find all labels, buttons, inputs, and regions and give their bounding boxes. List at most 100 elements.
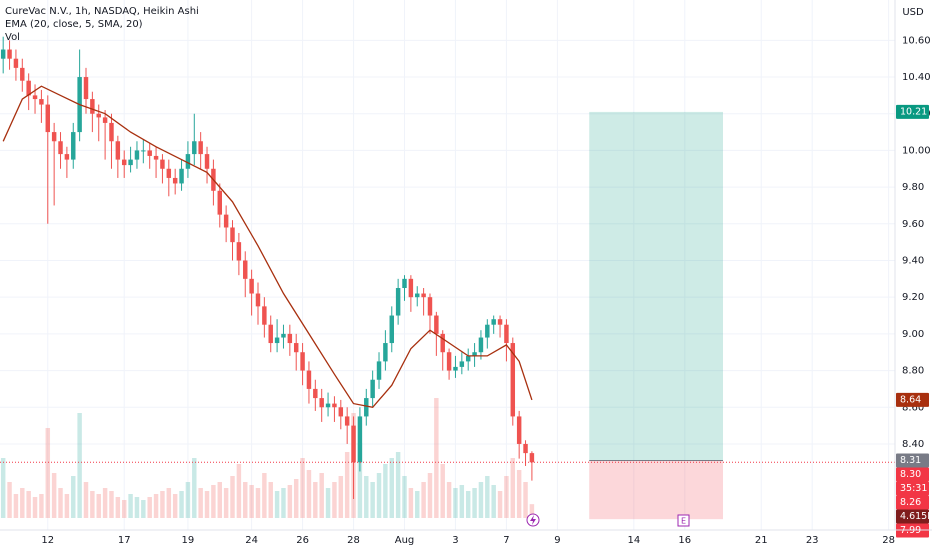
volume-bar [115, 497, 121, 518]
candle-body [13, 58, 19, 68]
candle-body [287, 333, 293, 344]
candle-body [357, 416, 363, 463]
volume-bar [529, 504, 535, 518]
candle-body [332, 403, 337, 408]
candle-body [408, 278, 414, 298]
candle-body [0, 49, 6, 59]
candle-body [364, 398, 369, 417]
price-label-box [896, 495, 929, 510]
price-label: 8.31 [900, 455, 921, 466]
candle-body [58, 141, 63, 155]
candle-body [96, 113, 101, 118]
x-tick-label: 17 [118, 535, 131, 546]
volume-bar [204, 491, 210, 518]
price-label-box [896, 481, 929, 496]
x-tick-label: 3 [452, 535, 458, 546]
volume-bar [90, 491, 95, 518]
volume-bar [293, 479, 299, 518]
x-tick-label: 7 [503, 535, 509, 546]
price-label: 10.21 [900, 106, 927, 117]
candle-body [153, 155, 159, 160]
price-label-box [896, 509, 929, 524]
candle-body [141, 150, 146, 152]
candle-body [325, 403, 331, 408]
candle-body [274, 337, 280, 344]
candle-body [71, 132, 76, 160]
volume-bar [421, 482, 426, 518]
candle-body [223, 214, 229, 228]
candle-body [262, 306, 267, 325]
candle-body [128, 159, 133, 166]
y-tick-label: 8.60 [902, 402, 924, 413]
volume-bar [281, 488, 286, 518]
candle-body [478, 337, 484, 353]
candle-body [204, 154, 210, 169]
volume-bar [402, 476, 407, 518]
candle-body [472, 352, 477, 356]
candle-body [516, 416, 522, 444]
volume-bar [160, 491, 165, 518]
volume-bar [255, 488, 261, 518]
candle-body [395, 288, 401, 316]
volume-bar [395, 452, 401, 518]
y-tick-label: 10.40 [902, 72, 931, 83]
volume-bar [179, 491, 184, 518]
volume-bar [7, 482, 12, 518]
volume-bar [217, 482, 222, 518]
candle-body [268, 324, 273, 344]
x-tick-label: 19 [182, 535, 195, 546]
target-zone [589, 111, 724, 461]
candle-body [427, 297, 433, 316]
x-tick-label: 28 [347, 535, 360, 546]
volume-bar [96, 494, 101, 518]
price-label: 8.26 [900, 497, 921, 508]
volume-bar [485, 476, 490, 518]
volume-bar [344, 452, 350, 518]
candle-body [109, 122, 114, 142]
currency[interactable]: USD [902, 7, 924, 18]
volume-bar [71, 476, 76, 518]
candle-body [121, 159, 127, 166]
x-tick-label: 24 [245, 535, 258, 546]
price-label: 8.64 [900, 394, 921, 405]
candle-body [45, 104, 51, 133]
x-tick-label: 12 [41, 535, 54, 546]
x-tick-label: 28 [882, 535, 895, 546]
x-tick-label: 14 [627, 535, 640, 546]
candle-body [134, 150, 140, 160]
volume-bar [185, 482, 191, 518]
volume-bar [211, 485, 216, 518]
volume-bar [268, 482, 273, 518]
volume-bar [364, 476, 369, 518]
candle-body [402, 278, 407, 289]
x-tick-label: 9 [554, 535, 560, 546]
volume-bar [440, 464, 445, 518]
volume-bar [243, 482, 248, 518]
volume-bar [319, 473, 324, 518]
candle-body [64, 154, 70, 160]
earnings-icon[interactable] [677, 514, 690, 527]
candle-body [529, 453, 535, 463]
candle-body [465, 355, 471, 362]
volume-bar [249, 485, 254, 518]
volume-bar [357, 443, 363, 518]
candle-body [281, 333, 286, 338]
candle-body [421, 293, 426, 298]
volume-bar [523, 482, 528, 518]
volume-bar [223, 488, 229, 518]
ema-line [2, 85, 533, 409]
candle-body [147, 150, 152, 156]
volume-bar [453, 488, 458, 518]
volume-bar [313, 482, 318, 518]
volume-bar [408, 488, 414, 518]
x-tick-label: Aug [395, 535, 415, 546]
candle-body [319, 398, 324, 408]
volume-bar [262, 473, 267, 518]
candle-body [446, 352, 452, 371]
y-tick-label: 9.40 [902, 255, 924, 266]
y-tick-label: 8.80 [902, 366, 924, 377]
volume-bar [51, 473, 57, 518]
candle-body [351, 425, 356, 463]
candle-body [415, 293, 420, 298]
candle-body [485, 324, 490, 338]
